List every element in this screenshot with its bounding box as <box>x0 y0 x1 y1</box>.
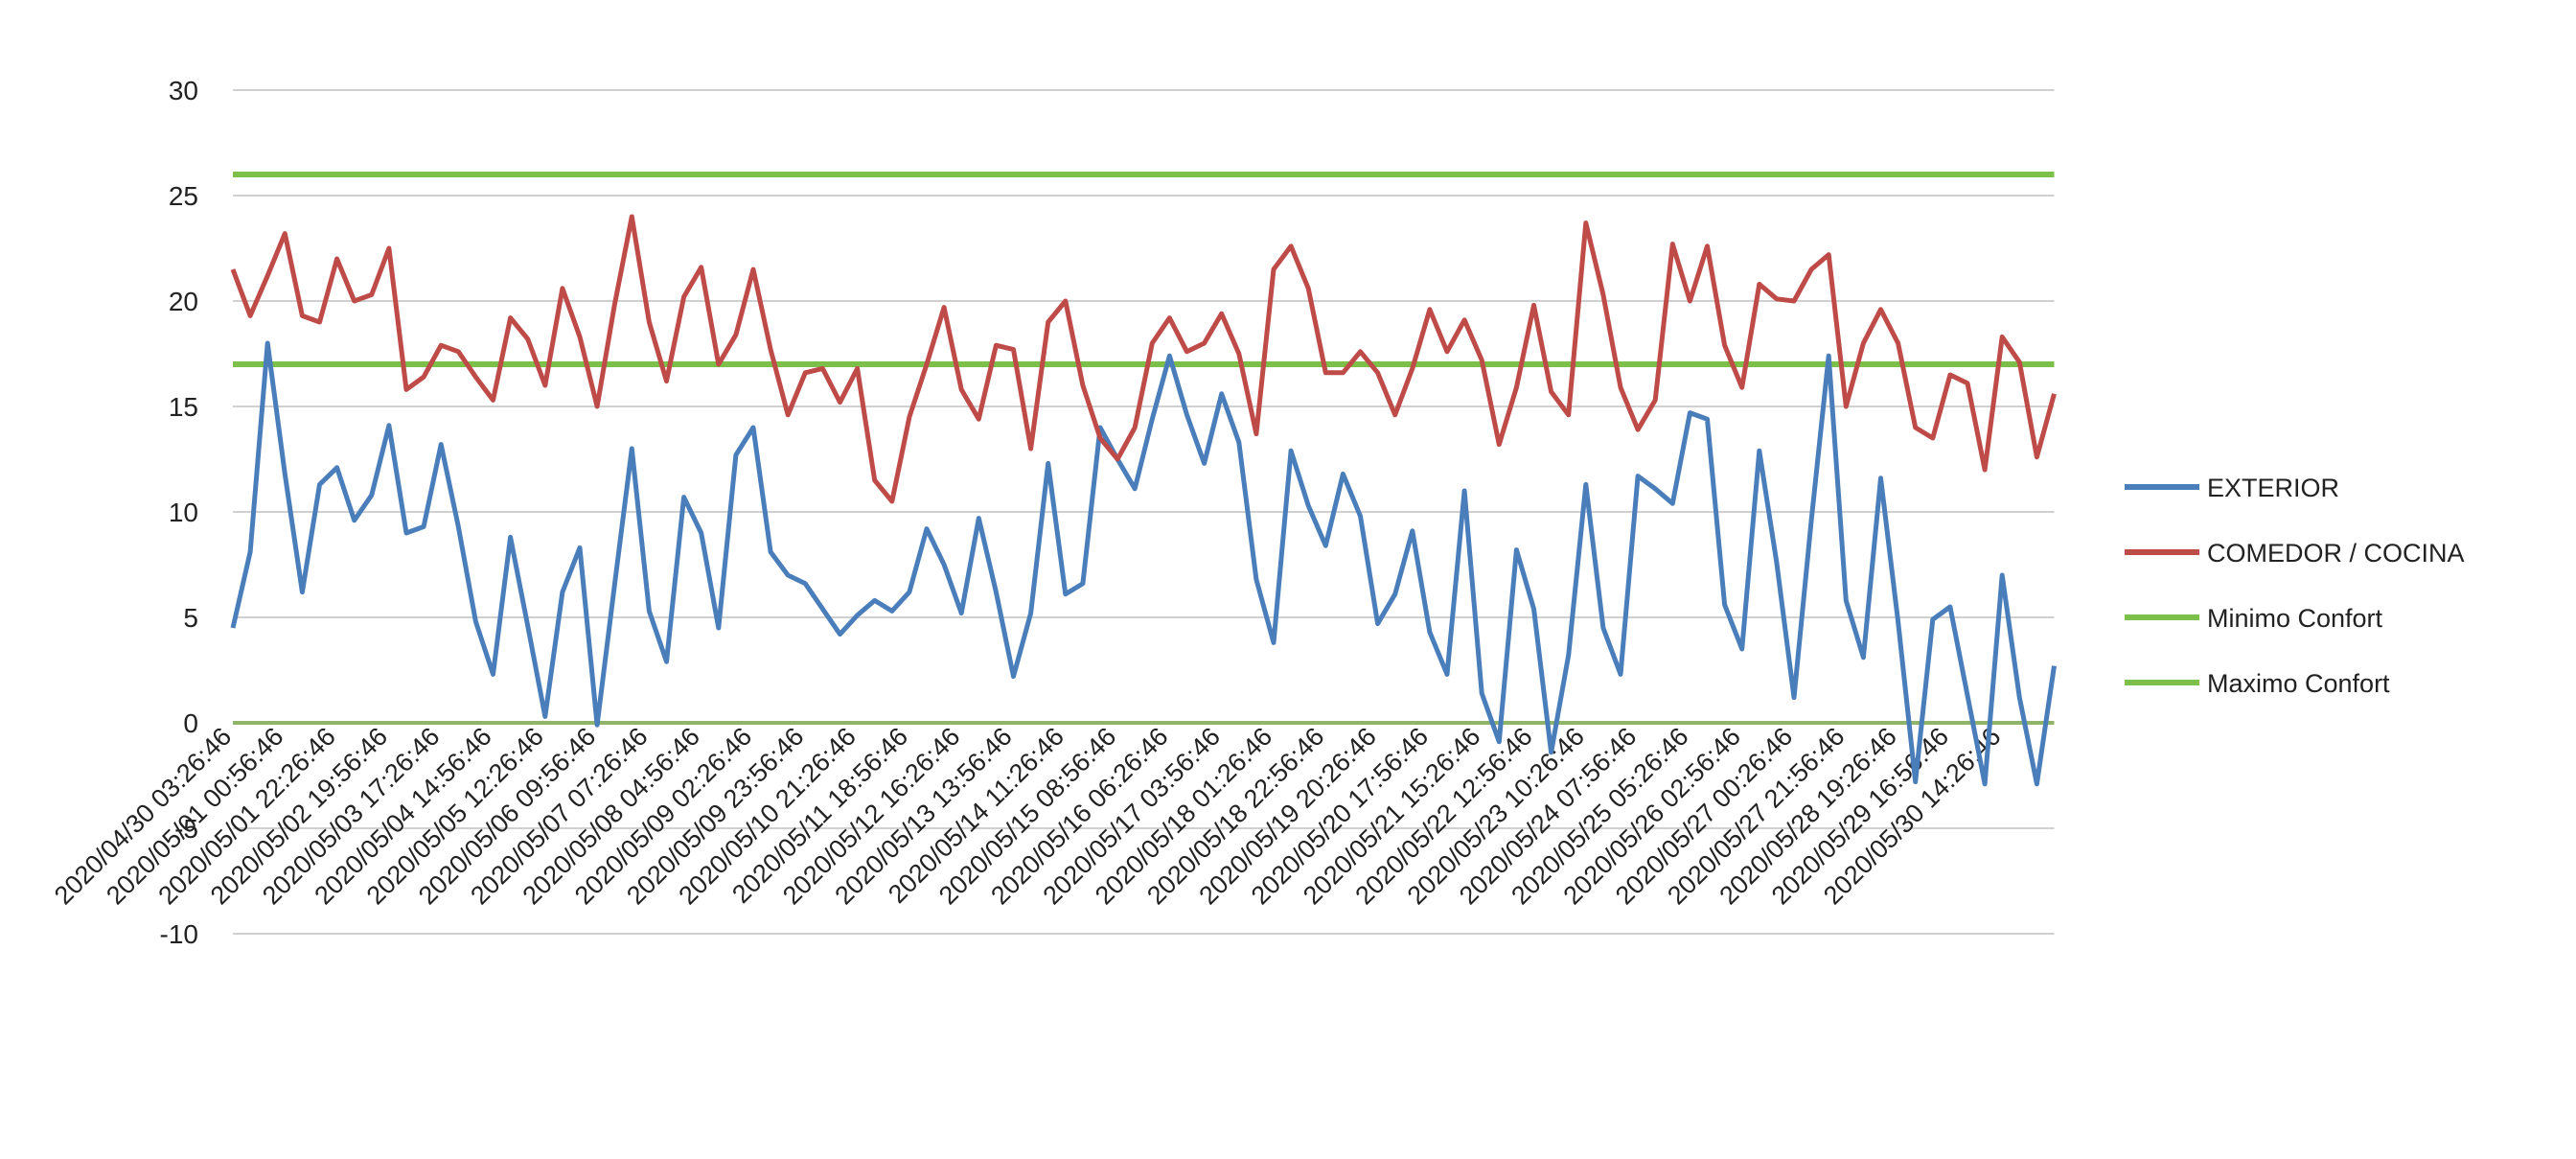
y-tick-label: 10 <box>169 498 198 527</box>
series-line <box>230 214 2057 504</box>
y-tick-label: 20 <box>169 287 198 316</box>
y-tick-label: -10 <box>160 919 198 949</box>
series-line <box>230 340 2057 787</box>
y-tick-label: -5 <box>174 814 198 844</box>
y-tick-label: 30 <box>169 76 198 105</box>
y-tick-label: 15 <box>169 392 198 422</box>
legend-label: Maximo Confort <box>2207 669 2390 698</box>
y-tick-label: 0 <box>183 708 198 738</box>
legend-label: Minimo Confort <box>2207 604 2383 633</box>
y-tick-label: 5 <box>183 603 198 633</box>
legend-label: EXTERIOR <box>2207 474 2339 502</box>
y-tick-label: 25 <box>169 181 198 211</box>
legend-label: COMEDOR / COCINA <box>2207 539 2465 568</box>
